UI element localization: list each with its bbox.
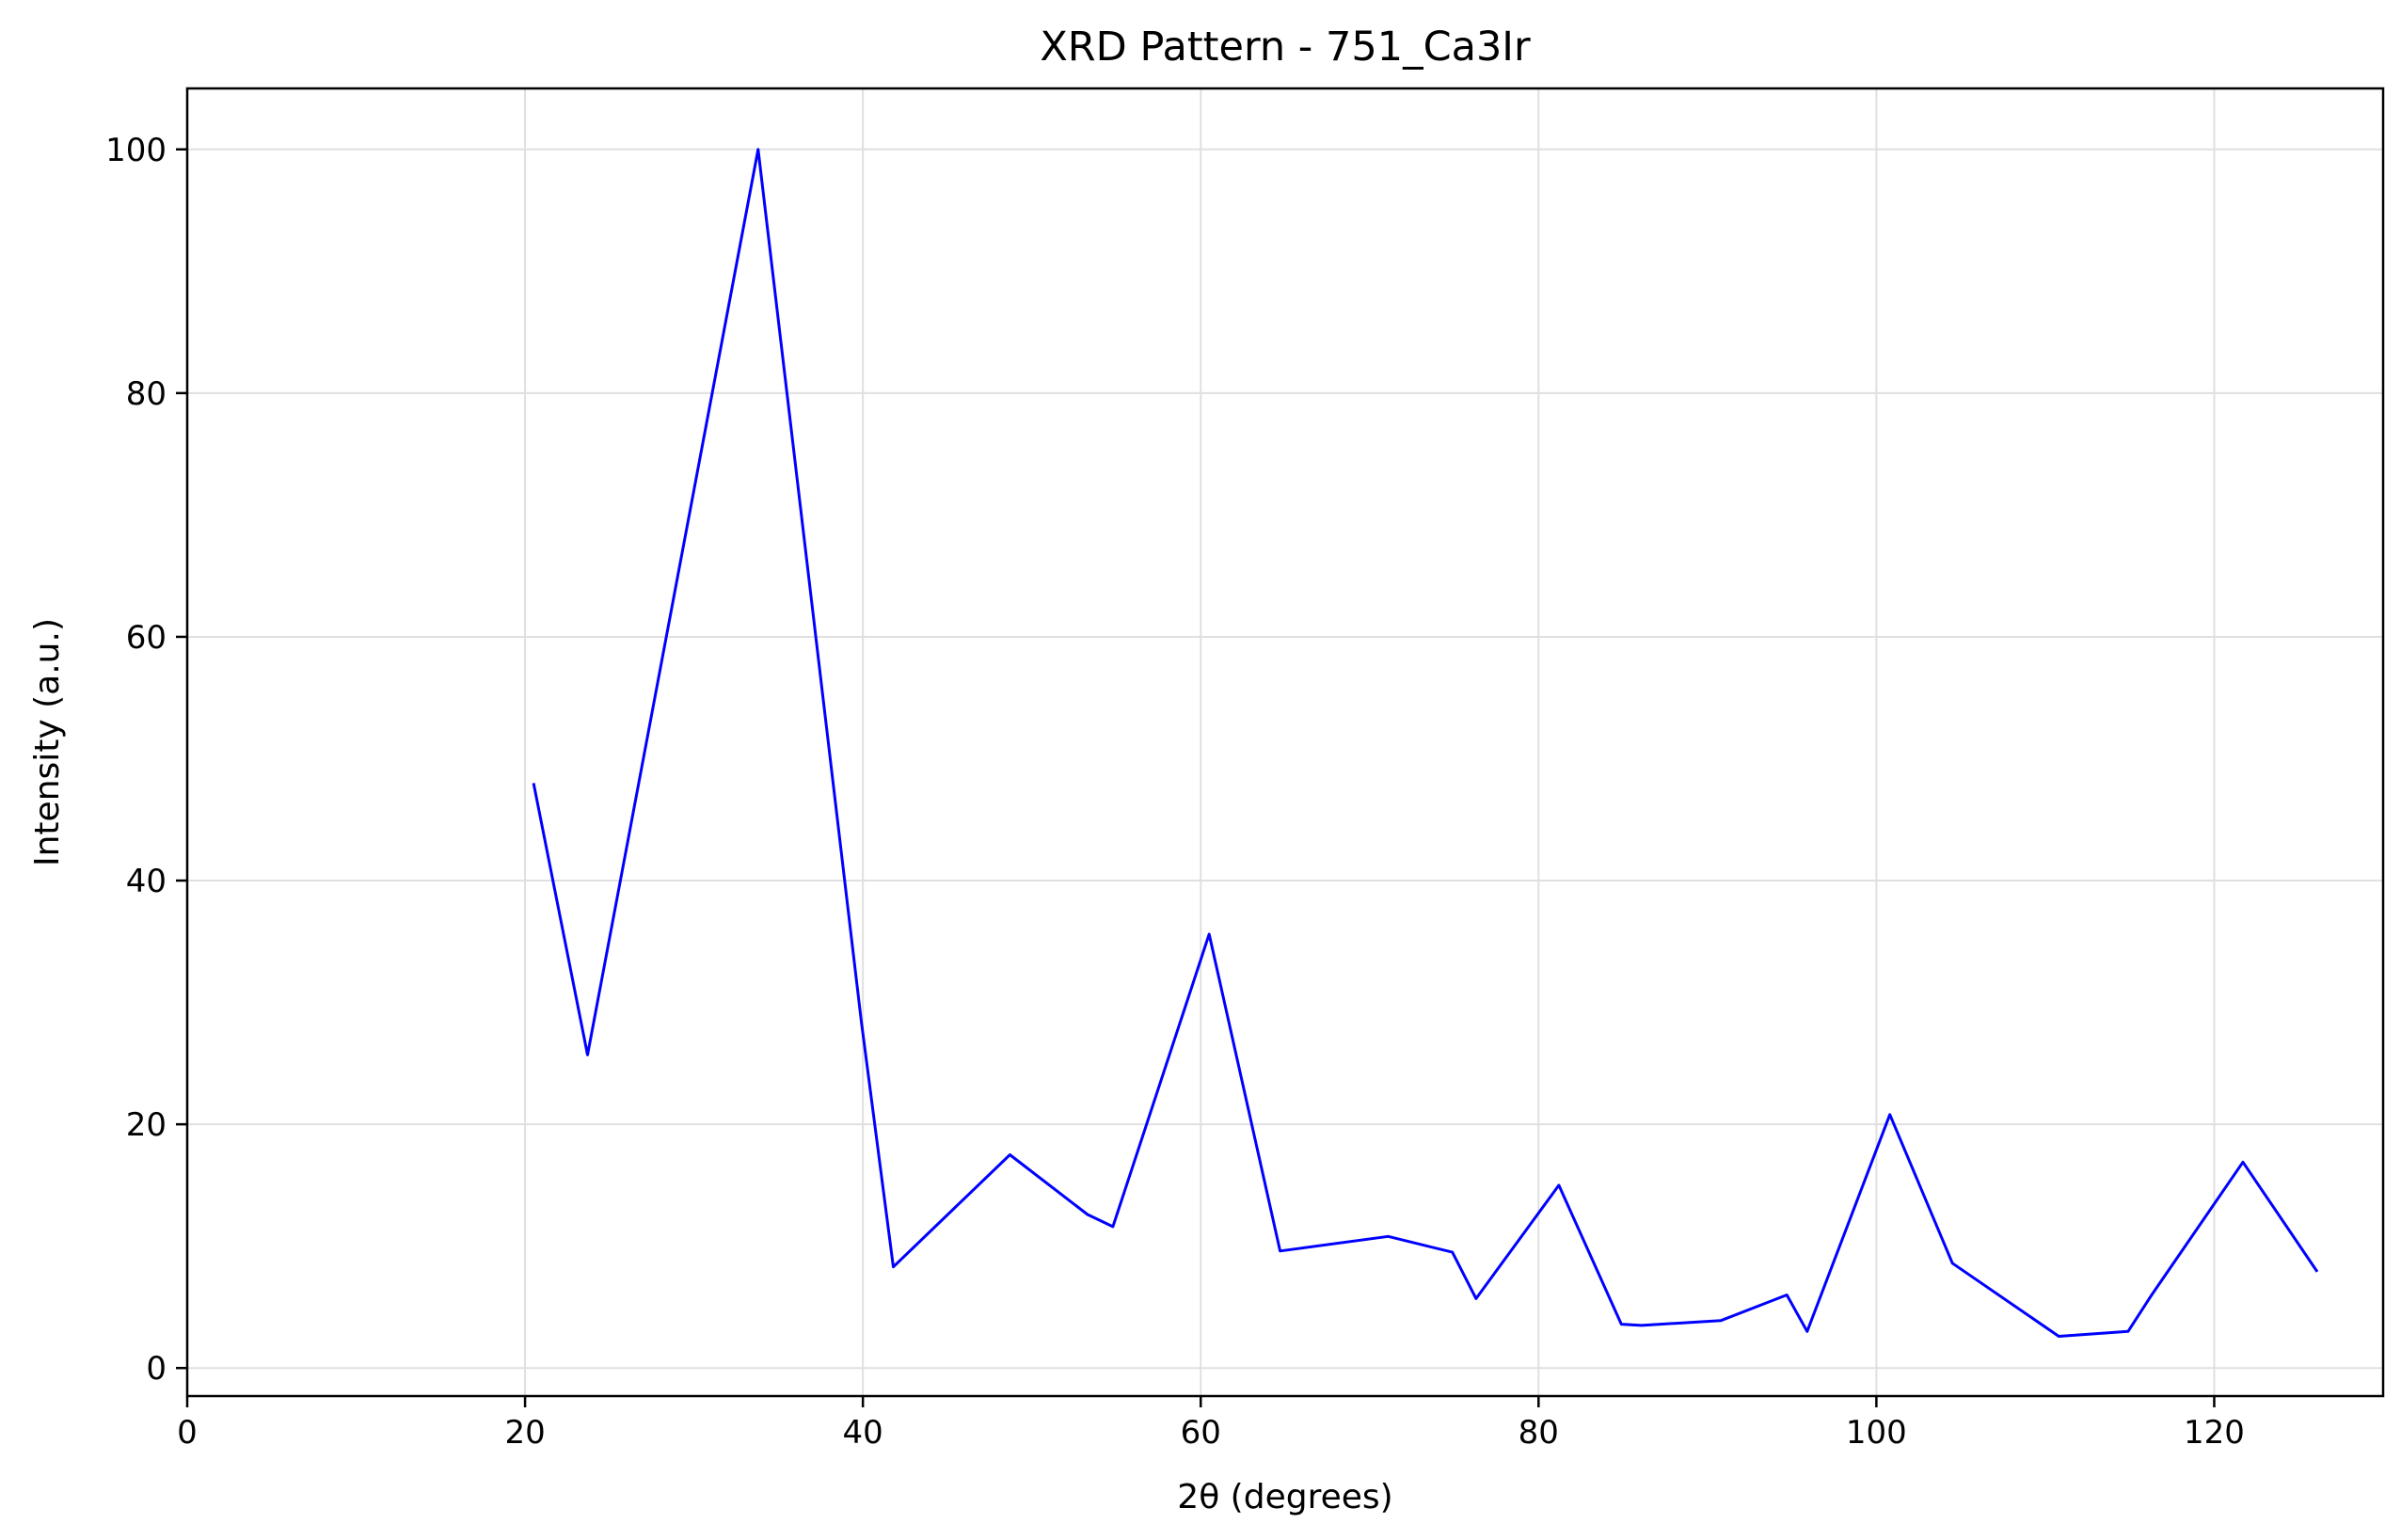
x-tick-label: 40: [843, 1414, 883, 1452]
y-tick-label: 0: [146, 1350, 167, 1388]
x-tick-label: 0: [177, 1414, 198, 1452]
x-tick-label: 100: [1846, 1414, 1907, 1452]
series-line-0: [532, 148, 2319, 1338]
x-tick-label: 120: [2184, 1414, 2245, 1452]
y-tick-label: 20: [126, 1106, 167, 1144]
y-axis-label: Intensity (a.u.): [28, 618, 67, 866]
plot-frame: [185, 87, 2385, 1398]
x-tick-label: 80: [1519, 1414, 1559, 1452]
grid: [186, 88, 2383, 1396]
x-tick-label: 60: [1181, 1414, 1221, 1452]
y-tick-label: 60: [126, 619, 167, 657]
y-tick-label: 40: [126, 863, 167, 900]
chart-title: XRD Pattern - 751_Ca3Ir: [1040, 24, 1531, 71]
x-tick-label: 20: [504, 1414, 545, 1452]
series-layer: [532, 148, 2319, 1338]
y-tick-label: 100: [105, 132, 167, 169]
ticks: 0 20 40 60 80 100 120 0 20 40 60 80 100: [105, 132, 2245, 1452]
y-tick-label: 80: [126, 375, 167, 413]
x-axis-label: 2θ (degrees): [1177, 1478, 1392, 1516]
